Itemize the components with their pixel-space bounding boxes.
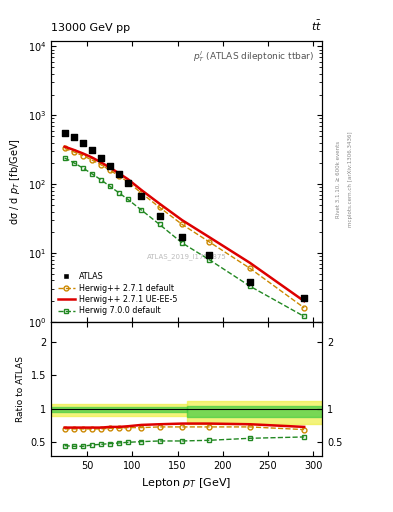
X-axis label: Lepton $p_{T}$ [GeV]: Lepton $p_{T}$ [GeV] — [141, 476, 232, 490]
Text: $p_{T}^{l}$ (ATLAS dileptonic ttbar): $p_{T}^{l}$ (ATLAS dileptonic ttbar) — [193, 49, 314, 65]
Legend: ATLAS, Herwig++ 2.7.1 default, Herwig++ 2.7.1 UE-EE-5, Herwig 7.0.0 default: ATLAS, Herwig++ 2.7.1 default, Herwig++ … — [55, 270, 180, 318]
Text: Rivet 3.1.10, ≥ 600k events: Rivet 3.1.10, ≥ 600k events — [336, 141, 341, 218]
Point — [301, 294, 307, 303]
Text: $t\bar{t}$: $t\bar{t}$ — [311, 19, 322, 33]
Bar — [187, 401, 322, 423]
Point — [247, 278, 253, 286]
Text: 13000 GeV pp: 13000 GeV pp — [51, 23, 130, 33]
Point — [71, 133, 77, 141]
Point — [125, 179, 131, 187]
Point — [89, 146, 95, 155]
Bar — [51, 403, 187, 416]
Point — [116, 170, 122, 178]
Text: ATLAS_2019_I1759875: ATLAS_2019_I1759875 — [147, 253, 226, 260]
Point — [156, 211, 163, 220]
Bar — [187, 406, 322, 417]
Bar — [51, 407, 187, 412]
Point — [138, 191, 145, 200]
Point — [97, 154, 104, 162]
Text: mcplots.cern.ch [arXiv:1306.3436]: mcplots.cern.ch [arXiv:1306.3436] — [348, 132, 353, 227]
Point — [61, 129, 68, 137]
Y-axis label: dσ / d $p_{T}$ [fb/GeV]: dσ / d $p_{T}$ [fb/GeV] — [8, 138, 22, 225]
Y-axis label: Ratio to ATLAS: Ratio to ATLAS — [16, 356, 25, 422]
Point — [206, 250, 212, 259]
Point — [179, 233, 185, 241]
Point — [107, 162, 113, 170]
Point — [79, 139, 86, 147]
